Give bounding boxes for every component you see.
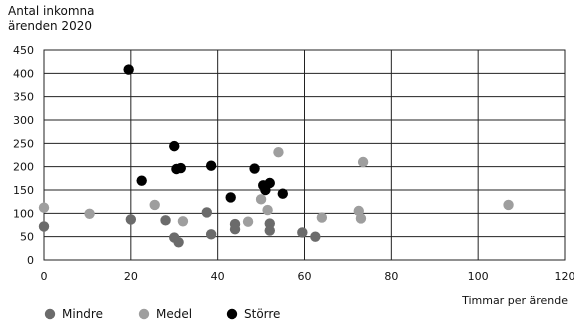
y-tick-label: 150 <box>13 184 34 197</box>
data-point-större <box>225 192 236 203</box>
data-point-mindre <box>229 224 241 235</box>
legend: Mindre Medel Större <box>44 307 280 321</box>
data-point-större <box>175 162 186 174</box>
data-point-medel <box>503 199 514 211</box>
data-point-större <box>205 160 217 171</box>
data-point-medel <box>149 199 160 211</box>
y-tick-label: 450 <box>13 44 34 57</box>
x-tick-label: 40 <box>211 270 225 283</box>
y-tick-label: 250 <box>13 137 34 150</box>
y-tick-label: 50 <box>20 231 34 244</box>
legend-label: Medel <box>156 307 192 321</box>
legend-label: Mindre <box>62 307 103 321</box>
data-point-medel <box>357 156 369 168</box>
y-tick-label: 200 <box>13 161 34 174</box>
data-point-mindre <box>38 221 50 232</box>
legend-item: Större <box>226 307 280 321</box>
data-points <box>38 64 514 248</box>
x-tick-label: 60 <box>298 270 312 283</box>
y-tick-label: 0 <box>27 254 34 267</box>
x-tick-label: 80 <box>384 270 398 283</box>
legend-marker <box>226 308 238 320</box>
x-tick-label: 20 <box>124 270 138 283</box>
y-tick-label: 300 <box>13 114 34 127</box>
y-tick-labels: 0 50 100 150 200 250 300 350 400 450 <box>13 44 34 267</box>
data-point-medel <box>355 213 367 224</box>
legend-item: Medel <box>138 307 192 321</box>
y-tick-label: 100 <box>13 207 34 220</box>
legend-label: Större <box>244 307 280 321</box>
data-point-mindre <box>264 225 275 236</box>
data-point-medel <box>255 194 267 205</box>
data-point-mindre <box>160 215 171 226</box>
data-point-större <box>136 175 147 186</box>
data-point-större <box>169 140 180 152</box>
data-point-större <box>249 163 260 174</box>
data-point-medel <box>38 202 50 213</box>
grid <box>43 49 566 261</box>
data-point-medel <box>177 216 189 227</box>
data-point-mindre <box>173 237 184 248</box>
y-axis-label-line: Antal inkomna <box>8 4 94 18</box>
data-point-mindre <box>201 207 213 218</box>
data-point-större <box>277 188 288 199</box>
data-point-medel <box>262 204 273 216</box>
data-point-större <box>264 177 275 189</box>
data-point-mindre <box>310 231 321 242</box>
x-tick-label: 120 <box>555 270 574 283</box>
y-tick-label: 350 <box>13 91 34 104</box>
data-point-större <box>123 64 134 75</box>
x-tick-labels: 0 20 40 60 80 100 120 <box>41 270 574 283</box>
data-point-medel <box>84 208 95 219</box>
data-point-mindre <box>205 229 217 240</box>
legend-item: Mindre <box>44 307 103 321</box>
x-tick-label: 100 <box>468 270 489 283</box>
legend-marker <box>138 308 150 320</box>
data-point-medel <box>273 147 284 158</box>
x-tick-label: 0 <box>41 270 48 283</box>
legend-marker <box>44 308 56 320</box>
y-axis-label-line: ärenden 2020 <box>8 19 92 33</box>
y-tick-label: 400 <box>13 67 34 80</box>
data-point-mindre <box>297 227 308 238</box>
data-point-medel <box>242 216 254 227</box>
data-point-mindre <box>125 214 137 225</box>
data-point-medel <box>316 212 328 223</box>
x-axis-label: Timmar per ärende <box>461 294 568 307</box>
